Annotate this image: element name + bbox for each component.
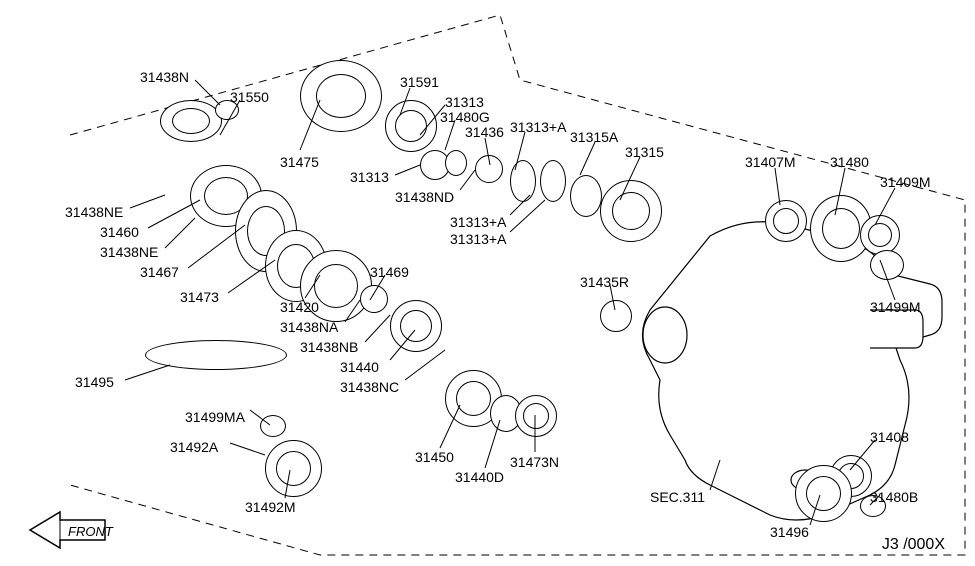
callout-31499MA: 31499MA [185,410,245,424]
callout-SEC311: SEC.311 [650,490,705,504]
leader-31407M [775,168,780,205]
callout-31492A: 31492A [170,440,218,454]
callout-31475: 31475 [280,155,319,169]
callout-31480: 31480 [830,155,869,169]
callout-31492M: 31492M [245,500,296,514]
leader-31480 [835,168,845,215]
callout-31407M: 31407M [745,155,796,169]
leader-31496 [810,495,820,525]
leader-31467 [188,225,245,268]
leader-31460 [148,200,200,228]
leader-31438NB [365,315,390,342]
callout-31440D: 31440D [455,470,504,484]
callout-31591: 31591 [400,75,439,89]
callout-31313b: 31313 [350,170,389,184]
callout-31438NE1: 31438NE [65,205,123,219]
callout-31436: 31436 [465,125,504,139]
leader-31313pA1 [515,132,525,170]
callout-31496: 31496 [770,525,809,539]
callout-31438NA: 31438NA [280,320,338,334]
leader-31438ND [460,170,475,190]
leader-31436 [485,138,490,165]
callout-31499M: 31499M [870,300,921,314]
leader-31315 [620,157,640,200]
leader-31492M [285,470,290,498]
callout-31438N: 31438N [140,70,189,84]
leader-31313pA2 [510,195,530,215]
callout-31438ND: 31438ND [395,190,454,204]
callout-31460: 31460 [100,225,139,239]
leader-31315A [580,142,595,175]
leader-31438NE2 [165,218,195,248]
leader-31438NE1 [130,195,165,208]
callout-31480G: 31480G [440,110,490,124]
callout-31480B: 31480B [870,490,918,504]
leader-31591 [400,88,410,115]
leader-31499MA [250,410,270,425]
leader-31313b [395,165,420,175]
callout-31495: 31495 [75,375,114,389]
leader-31550 [220,100,240,135]
leader-31438N [195,80,220,105]
leader-31440D [485,420,500,468]
diagram-canvas: 31438N3155031475315913131331480G31436313… [0,0,975,566]
callout-31435R: 31435R [580,275,629,289]
leader-31438NA [345,300,360,322]
leader-SEC311 [710,460,720,490]
callout-31313a: 31313 [445,95,484,109]
leader-31473 [228,260,275,293]
callout-31450: 31450 [415,450,454,464]
callout-31467: 31467 [140,265,179,279]
callout-31438NC: 31438NC [340,380,399,394]
callout-31473N: 31473N [510,455,559,469]
leader-31440 [390,330,415,360]
callout-31409M: 31409M [880,175,931,189]
callout-31473: 31473 [180,290,219,304]
leader-31438NC [405,350,445,380]
callout-31438NE2: 31438NE [100,245,158,259]
leader-31450 [440,405,460,448]
leader-31495 [125,365,170,380]
callout-31438NB: 31438NB [300,340,358,354]
callout-31313pA2: 31313+A [450,215,506,229]
leader-31420 [305,275,320,298]
callout-31315A: 31315A [570,130,618,144]
front-indicator: FRONT [20,490,200,566]
callout-31313pA3: 31313+A [450,232,506,246]
callout-31440: 31440 [340,360,379,374]
document-id: J3 /000X [882,536,945,554]
leader-31499M [880,260,895,300]
callout-31469: 31469 [370,265,409,279]
callout-31315: 31315 [625,145,664,159]
callout-31313pA1: 31313+A [510,120,566,134]
leader-31492A [230,443,265,455]
callout-31408: 31408 [870,430,909,444]
leader-31409M [875,188,895,225]
callout-31420: 31420 [280,300,319,314]
front-label: FRONT [68,524,114,539]
leader-31313pA3 [510,200,545,232]
callout-31550: 31550 [230,90,269,104]
leader-31475 [300,100,320,150]
